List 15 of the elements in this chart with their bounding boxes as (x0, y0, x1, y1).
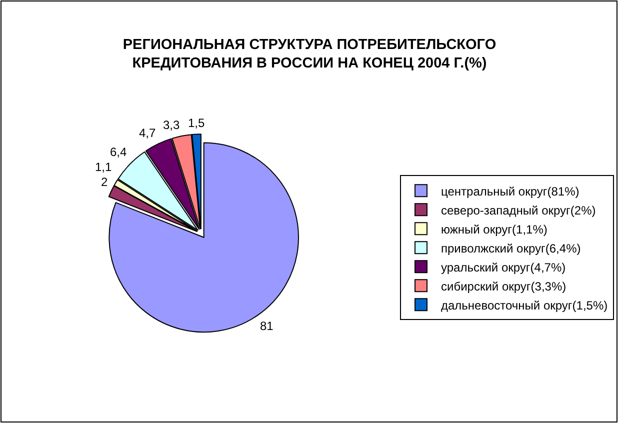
legend-label: сибирский округ(3,3%) (441, 279, 566, 294)
data-label: 6,4 (110, 145, 128, 159)
data-label: 1,5 (188, 116, 206, 130)
data-label: 4,7 (139, 126, 156, 140)
legend-label: южный округ(1,1%) (441, 222, 548, 236)
legend-label: приволжский округ(6,4%) (441, 241, 581, 256)
legend-label: уральский округ(4,7%) (441, 260, 566, 274)
legend-label: центральный округ(81%) (441, 184, 580, 198)
data-label: 81 (260, 319, 274, 333)
data-label: 2 (101, 175, 108, 189)
legend-label: северо-западный округ(2%) (441, 203, 596, 218)
legend-label: дальневосточный округ(1,5%) (441, 298, 608, 312)
data-label: 3,3 (163, 118, 180, 132)
chart-title: РЕГИОНАЛЬНАЯ СТРУКТУРА ПОТРЕБИТЕЛЬСКОГО КРЕДИТОВАНИЯ В РОССИИ НА КОНЕЦ 2004 Г.(%) (122, 36, 496, 72)
data-label: 1,1 (95, 160, 112, 174)
